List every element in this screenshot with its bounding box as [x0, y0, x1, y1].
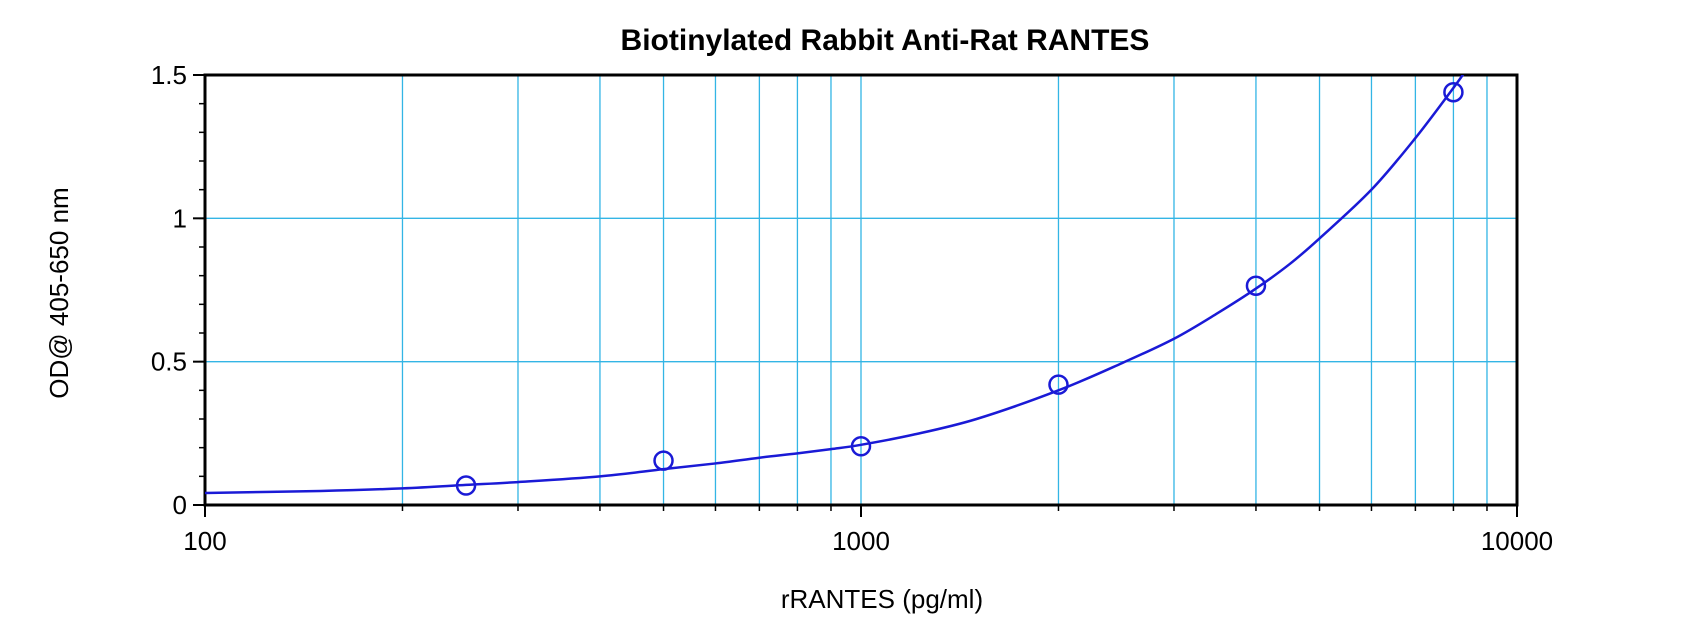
x-tick-label: 100 — [183, 526, 226, 556]
grid-layer — [205, 75, 1517, 505]
y-tick-label: 1 — [173, 203, 187, 233]
fit-curve-line — [205, 75, 1465, 495]
chart-title: Biotinylated Rabbit Anti-Rat RANTES — [621, 24, 1150, 57]
data-point — [1245, 275, 1267, 296]
data-point — [1048, 374, 1069, 395]
data-point — [455, 475, 477, 496]
x-tick-label: 1000 — [832, 526, 890, 556]
data-point — [850, 435, 872, 457]
x-axis-label: rRANTES (pg/ml) — [781, 584, 983, 614]
data-point — [1443, 81, 1464, 103]
point-layer — [455, 81, 1464, 496]
y-tick-label: 0 — [173, 490, 187, 520]
curve-layer — [205, 75, 1465, 495]
x-tick-label: 10000 — [1481, 526, 1553, 556]
y-tick-label: 1.5 — [151, 60, 187, 90]
y-tick-label: 0.5 — [151, 347, 187, 377]
label-layer: 0 0.5 1 1.5 100 1000 10000 — [151, 60, 1553, 556]
y-axis-label: OD@ 405-650 nm — [44, 187, 74, 398]
axis-layer — [193, 73, 1519, 517]
data-point — [653, 450, 674, 471]
